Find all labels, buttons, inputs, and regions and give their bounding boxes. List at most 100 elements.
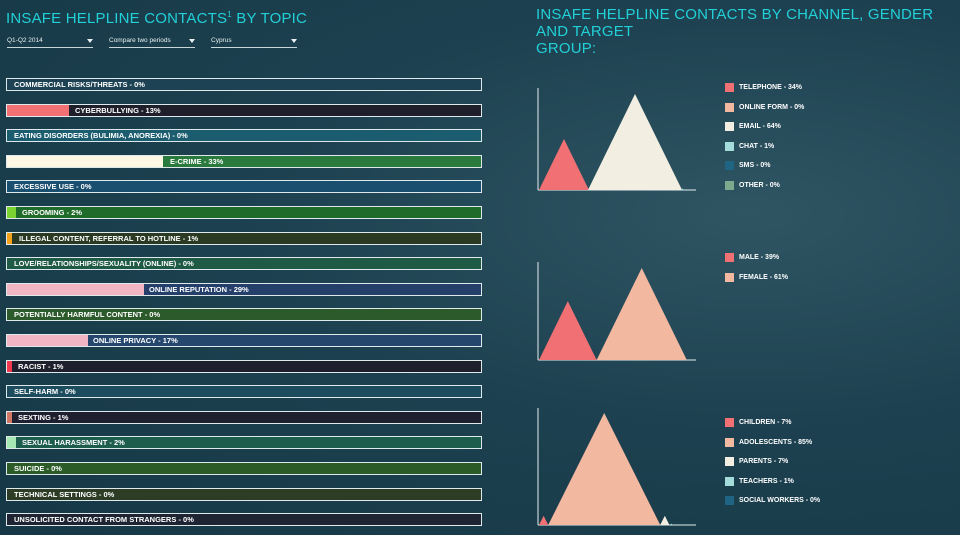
topic-bar-label: ILLEGAL CONTENT, REFERRAL TO HOTLINE - 1…: [19, 233, 199, 243]
triangle-gender-0: [539, 301, 597, 360]
topic-bar-label: POTENTIALLY HARMFUL CONTENT - 0%: [14, 310, 161, 320]
legend-label: PARENTS - 7%: [739, 458, 789, 465]
topic-bar[interactable]: ONLINE PRIVACY - 17%: [6, 334, 482, 347]
legend-label: EMAIL - 64%: [739, 123, 781, 130]
country-dropdown[interactable]: Cyprus: [211, 37, 297, 48]
legend-label: OTHER - 0%: [739, 181, 780, 189]
legend-label: ADOLESCENTS - 85%: [739, 438, 813, 446]
legend-label: FEMALE - 61%: [739, 273, 789, 281]
legend-swatch: [725, 272, 734, 282]
period-dropdown-value: Q1-Q2 2014: [7, 37, 43, 44]
topic-bar[interactable]: SUICIDE - 0%: [6, 462, 482, 475]
legend-swatch: [725, 161, 734, 170]
topic-bar-fill: [7, 232, 12, 244]
legend-swatch: [725, 496, 734, 505]
legend-label: TELEPHONE - 34%: [739, 84, 803, 91]
topic-bar[interactable]: GROOMING - 2%: [6, 206, 482, 219]
topic-bar-label: SEXTING - 1%: [18, 412, 69, 422]
chevron-down-icon: [189, 39, 195, 43]
legend-label: SMS - 0%: [739, 162, 771, 169]
legend-swatch: [725, 122, 734, 131]
topic-bar[interactable]: TECHNICAL SETTINGS - 0%: [6, 487, 482, 501]
topic-bar-fill: [7, 411, 12, 423]
topic-bar-label: EATING DISORDERS (BULIMIA, ANOREXIA) - 0…: [14, 131, 188, 141]
topic-bar[interactable]: LOVE/RELATIONSHIPS/SEXUALITY (ONLINE) - …: [6, 257, 482, 271]
legend-label: SOCIAL WORKERS - 0%: [739, 497, 821, 504]
topic-bar-label: ONLINE REPUTATION - 29%: [149, 284, 249, 294]
legend-swatch: [725, 83, 734, 92]
legend-swatch: [725, 418, 734, 427]
topic-bar-fill: [7, 360, 12, 372]
topic-bar[interactable]: COMMERCIAL RISKS/THREATS - 0%: [6, 78, 482, 91]
target-chart: [536, 408, 696, 528]
legend-swatch: [725, 141, 734, 151]
legend-swatch: [725, 253, 734, 262]
topic-bar[interactable]: UNSOLICITED CONTACT FROM STRANGERS - 0%: [6, 513, 482, 527]
legend-swatch: [725, 180, 734, 190]
topic-bar-label: SELF-HARM - 0%: [14, 387, 76, 397]
topic-bar[interactable]: ONLINE REPUTATION - 29%: [6, 282, 482, 296]
topic-bar[interactable]: SEXTING - 1%: [6, 410, 482, 424]
topic-bar-fill: [7, 437, 17, 449]
chevron-down-icon: [87, 39, 93, 43]
topic-bar-label: LOVE/RELATIONSHIPS/SEXUALITY (ONLINE) - …: [14, 259, 194, 269]
triangle-channel-0: [539, 139, 589, 190]
topic-bar-fill: [7, 207, 17, 218]
topic-bar-label: EXCESSIVE USE - 0%: [14, 182, 92, 192]
topic-bar[interactable]: RACIST - 1%: [6, 359, 482, 373]
triangle-channel-2: [587, 94, 683, 190]
topic-bar-label: COMMERCIAL RISKS/THREATS - 0%: [14, 80, 145, 89]
topic-bar[interactable]: SEXUAL HARASSMENT - 2%: [6, 436, 482, 450]
legend-swatch: [725, 102, 734, 112]
legend-label: CHAT - 1%: [739, 142, 775, 150]
legend-label: ONLINE FORM - 0%: [739, 103, 805, 111]
topic-bar-label: TECHNICAL SETTINGS - 0%: [14, 489, 115, 499]
topic-bar-label: RACIST - 1%: [18, 361, 64, 371]
gender-chart: [536, 242, 696, 362]
right-title-line2: GROUP:: [536, 40, 597, 57]
channel-chart: [536, 74, 696, 194]
triangle-target-0: [539, 515, 549, 525]
topic-bar-label: CYBERBULLYING - 13%: [75, 105, 161, 115]
chevron-down-icon: [291, 39, 297, 43]
legend-swatch: [725, 437, 734, 447]
triangle-gender-1: [596, 268, 687, 360]
left-title-suffix: BY TOPIC: [231, 10, 308, 27]
gender-chart-svg: [537, 262, 696, 361]
topic-bar-fill: [7, 335, 88, 346]
topic-bar[interactable]: EXCESSIVE USE - 0%: [6, 180, 482, 194]
triangle-target-2: [660, 515, 670, 525]
topic-bar[interactable]: POTENTIALLY HARMFUL CONTENT - 0%: [6, 308, 482, 322]
compare-dropdown[interactable]: Compare two periods: [109, 37, 195, 48]
target-chart-svg: [537, 408, 696, 526]
legend-swatch: [725, 476, 734, 486]
channel-chart-svg: [537, 88, 696, 191]
topic-bar-fill: [7, 155, 164, 167]
left-title-footnote: 1: [227, 10, 232, 19]
triangle-channel-3: [680, 188, 685, 190]
right-title-line1: INSAFE HELPLINE CONTACTS BY CHANNEL, GEN…: [536, 6, 934, 40]
topic-bar[interactable]: E-CRIME - 33%: [6, 154, 482, 168]
left-title-text: INSAFE HELPLINE CONTACTS: [6, 10, 228, 27]
triangle-target-1: [548, 413, 661, 525]
topic-bar[interactable]: SELF-HARM - 0%: [6, 385, 482, 399]
topic-bar[interactable]: ILLEGAL CONTENT, REFERRAL TO HOTLINE - 1…: [6, 231, 482, 245]
topic-bar[interactable]: EATING DISORDERS (BULIMIA, ANOREXIA) - 0…: [6, 129, 482, 143]
right-title: INSAFE HELPLINE CONTACTS BY CHANNEL, GEN…: [536, 6, 956, 57]
topic-bar-label: SUICIDE - 0%: [14, 464, 62, 473]
topic-bar[interactable]: CYBERBULLYING - 13%: [6, 103, 482, 117]
legend-label: TEACHERS - 1%: [739, 477, 794, 485]
topic-bar-label: UNSOLICITED CONTACT FROM STRANGERS - 0%: [14, 515, 194, 525]
topic-bar-label: GROOMING - 2%: [22, 208, 83, 217]
topic-bar-label: ONLINE PRIVACY - 17%: [93, 336, 178, 345]
left-title: INSAFE HELPLINE CONTACTS1 BY TOPIC: [6, 6, 307, 27]
legend-label: MALE - 39%: [739, 254, 780, 261]
topic-bar-label: E-CRIME - 33%: [170, 156, 224, 166]
period-dropdown[interactable]: Q1-Q2 2014: [7, 37, 93, 48]
legend-swatch: [725, 457, 734, 466]
topic-bar-fill: [7, 283, 145, 295]
country-dropdown-value: Cyprus: [211, 37, 232, 44]
legend-label: CHILDREN - 7%: [739, 419, 792, 426]
topic-bar-fill: [7, 104, 69, 116]
compare-dropdown-value: Compare two periods: [109, 37, 171, 44]
